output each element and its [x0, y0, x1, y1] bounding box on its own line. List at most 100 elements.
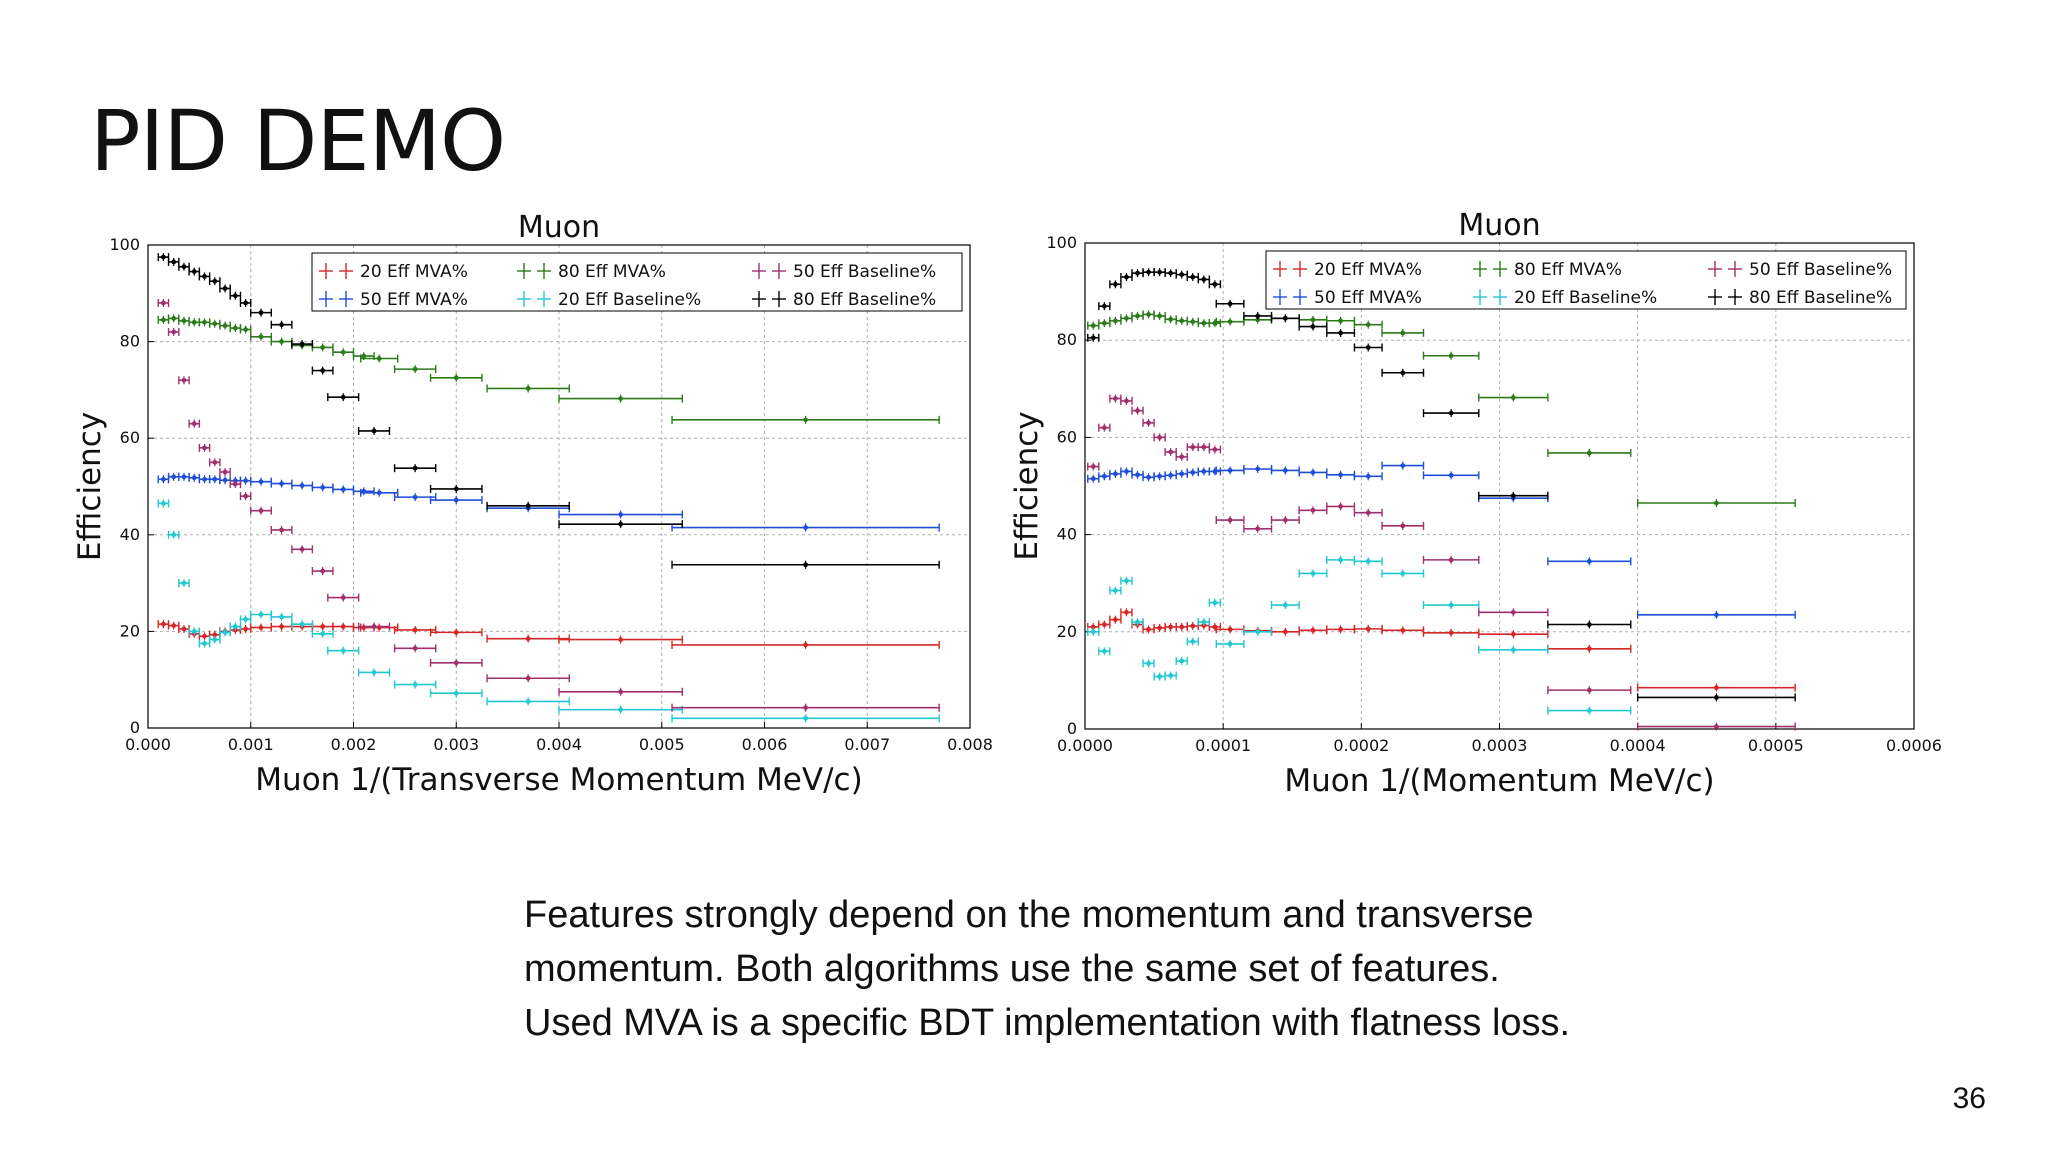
chart1-point-marker	[1201, 277, 1207, 282]
chart0-data-point	[167, 530, 180, 539]
chart0-data-point	[270, 337, 293, 346]
chart1-data-point	[1175, 622, 1188, 631]
chart0-data-point	[157, 499, 170, 508]
chart1-point-marker	[1124, 469, 1129, 474]
chart1-data-point	[1175, 452, 1188, 461]
chart0-data-point	[250, 506, 273, 515]
chart1-point-marker	[1714, 500, 1719, 506]
chart1-data-point	[1098, 302, 1111, 311]
chart0-point-marker	[258, 625, 264, 630]
chart1-legend-entry: 80 Eff Baseline%	[1708, 288, 1892, 308]
chart1-data-point	[1478, 630, 1549, 639]
chart1-x-tick-label: 0.0006	[1886, 736, 1942, 755]
chart1-point-marker	[1255, 313, 1261, 319]
chart0-data-point	[558, 510, 683, 519]
chart1-point-marker	[1112, 617, 1118, 623]
chart0-series-80-eff-mva	[157, 314, 940, 424]
chart0-point-marker	[299, 621, 305, 627]
chart0-series-80-eff-baseline	[157, 253, 940, 569]
chart1-series-80-eff-baseline	[1087, 268, 1796, 702]
chart0-data-point	[291, 545, 314, 554]
chart1-point-marker	[1255, 466, 1261, 472]
chart1-point-marker	[1586, 558, 1592, 564]
chart1-legend-box	[1265, 250, 1907, 310]
chart1-data-point	[1109, 469, 1122, 478]
chart1-point-marker	[1586, 687, 1592, 693]
chart1-point-marker	[1400, 330, 1406, 336]
chart0-data-point	[429, 658, 483, 667]
chart1-data-point	[1186, 443, 1199, 452]
chart1-y-tick-label: 100	[1046, 233, 1077, 252]
chart1-series-50-eff-mva	[1087, 461, 1796, 619]
chart1-data-point	[1478, 491, 1549, 500]
chart0-data-point	[357, 622, 391, 631]
chart1-plot-frame	[1084, 242, 1915, 730]
chart0-data-point	[327, 646, 360, 655]
chart0-data-point	[188, 419, 201, 428]
chart1-point-marker	[1586, 708, 1592, 713]
chart0-point-marker	[279, 322, 284, 328]
chart1-point-marker	[1714, 612, 1719, 618]
chart0-data-point	[239, 325, 252, 334]
chart0-point-marker	[340, 349, 346, 355]
chart1-point-marker	[1168, 673, 1174, 678]
chart0-x-axis-label: Muon 1/(Transverse Momentum MeV/c)	[255, 762, 862, 798]
chart1-point-marker	[1310, 571, 1316, 576]
chart1-point-marker	[1448, 353, 1454, 359]
chart0-point-marker	[212, 459, 218, 465]
chart0-point-marker	[222, 629, 228, 635]
chart0-point-marker	[525, 699, 531, 704]
chart1-data-point	[1243, 524, 1273, 533]
chart0-legend-label: 50 Eff MVA%	[360, 290, 468, 310]
chart0-data-point	[291, 620, 314, 629]
chart0-data-point	[229, 622, 242, 631]
chart1-point-marker	[1201, 320, 1207, 326]
chart1-point-marker	[1124, 315, 1129, 321]
chart1-data-point	[1120, 467, 1133, 476]
chart0-y-tick-label: 20	[120, 621, 140, 640]
chart1-data-point	[1197, 319, 1211, 328]
chart1-data-point	[1120, 576, 1133, 585]
chart0-point-marker	[232, 481, 238, 487]
chart1-point-marker	[1714, 724, 1719, 729]
chart1-data-point	[1270, 516, 1300, 525]
chart0-data-point	[486, 697, 570, 706]
chart0-point-marker	[320, 344, 326, 350]
chart0-data-point	[188, 318, 201, 327]
chart0-data-point	[332, 348, 355, 357]
chart0-legend-label: 20 Eff Baseline%	[558, 290, 701, 310]
chart0-data-point	[157, 315, 170, 324]
chart1-point-marker	[1586, 646, 1592, 652]
chart1-data-point	[1098, 472, 1111, 481]
chart1-data-point	[1208, 280, 1222, 289]
chart1-point-marker	[1090, 464, 1096, 469]
chart1-y-tick-label: 40	[1057, 525, 1077, 544]
chart1-point-marker	[1179, 471, 1185, 477]
chart0-data-point	[270, 479, 293, 488]
chart1-point-marker	[1227, 468, 1233, 473]
chart1-legend-entry: 50 Eff MVA%	[1273, 288, 1422, 308]
chart1-point-marker	[1365, 345, 1371, 350]
chart1-data-point	[1098, 423, 1111, 432]
chart0-point-marker	[181, 626, 187, 632]
chart1-data-point	[1215, 639, 1245, 648]
chart0-legend-entry: 80 Eff Baseline%	[752, 290, 936, 310]
chart1-point-marker	[1310, 627, 1316, 633]
chart1-data-point	[1175, 316, 1188, 325]
chart0-point-marker	[412, 366, 418, 372]
chart0-data-point	[250, 332, 273, 341]
chart1-data-point	[1208, 445, 1222, 454]
chart1-data-point	[1298, 468, 1328, 477]
chart1-point-marker	[1227, 641, 1233, 647]
chart1-point-marker	[1586, 622, 1592, 627]
chart0-data-point	[188, 267, 201, 276]
chart0-data-point	[393, 644, 437, 653]
chart0-data-point	[157, 620, 170, 629]
chart0-point-marker	[412, 682, 418, 687]
chart1-data-point	[1131, 618, 1144, 627]
chart0-point-marker	[361, 353, 367, 359]
chart1-point-marker	[1448, 410, 1454, 416]
chart1-data-point	[1131, 470, 1144, 479]
chart0-data-point	[486, 674, 570, 683]
chart1-point-marker	[1282, 517, 1288, 523]
